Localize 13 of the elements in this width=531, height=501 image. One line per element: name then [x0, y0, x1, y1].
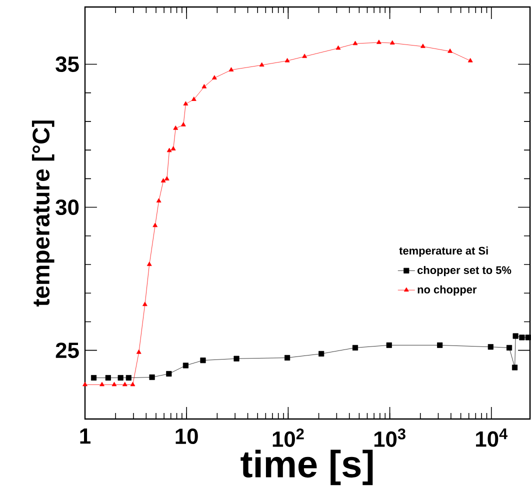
y-tick-label: 30 — [56, 199, 79, 216]
x-tick-label: 1 — [80, 428, 90, 444]
y-tick-label: 25 — [56, 342, 79, 358]
legend-label: no chopper — [418, 285, 477, 296]
legend-label: chopper set to 5% — [418, 266, 512, 276]
y-axis-title: temperature [°C] — [32, 120, 54, 306]
x-tick-label: 10$^{3}$ — [374, 428, 406, 447]
legend-title: temperature at Si — [399, 246, 488, 257]
x-tick-label: 10$^{2}$ — [272, 428, 304, 447]
y-tick-label: 35 — [56, 56, 79, 72]
x-tick-label: 10$^{4}$ — [476, 428, 508, 447]
x-axis-title: time [s] — [240, 450, 373, 486]
x-tick-label: 10 — [176, 428, 198, 444]
